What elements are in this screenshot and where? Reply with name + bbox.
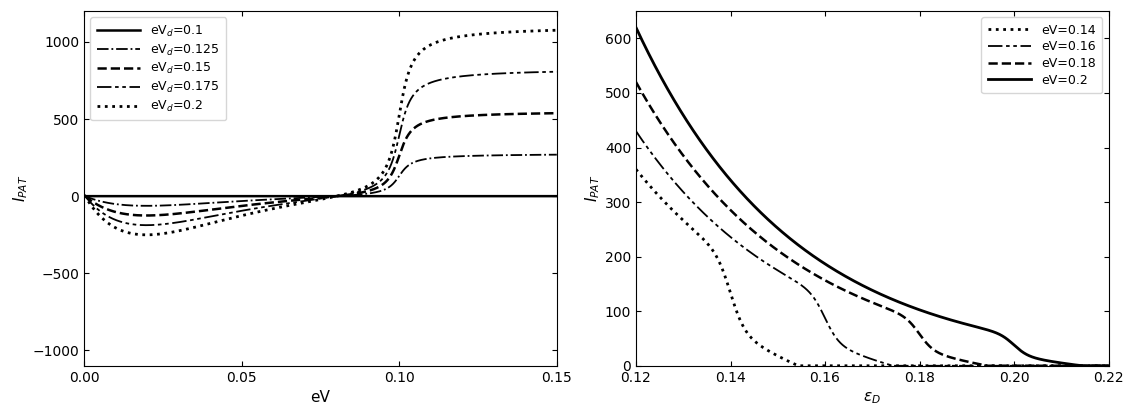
eV$_d$=0.2 [259, 208, 272, 213]
eV$_d$=0.1 [163, 193, 177, 198]
eV=0.14 [791, 363, 805, 368]
eV$_d$=0.15 [77, 193, 91, 198]
eV$_d$=0.1 [430, 193, 444, 198]
eV=0.16 [629, 129, 642, 134]
eV$_d$=0.1 [466, 193, 480, 198]
eV=0.18 [629, 80, 642, 85]
eV=0.14 [810, 363, 824, 368]
eV=0.14 [712, 257, 725, 262]
eV$_d$=0.175 [430, 78, 444, 83]
eV$_d$=0.2 [163, 230, 177, 235]
eV$_d$=0.1 [385, 193, 398, 198]
eV$_d$=0.1 [77, 193, 91, 198]
eV=0.2 [712, 162, 725, 167]
eV=0.14 [831, 363, 844, 368]
eV$_d$=0.125 [385, 183, 398, 188]
eV=0.2 [1093, 363, 1107, 368]
eV=0.16 [886, 363, 900, 368]
Line: eV$_d$=0.175: eV$_d$=0.175 [84, 72, 557, 225]
eV=0.18 [981, 363, 994, 368]
Line: eV$_d$=0.2: eV$_d$=0.2 [84, 30, 557, 235]
Line: eV=0.14: eV=0.14 [636, 169, 1109, 366]
Line: eV=0.2: eV=0.2 [636, 28, 1109, 366]
Line: eV$_d$=0.125: eV$_d$=0.125 [84, 155, 557, 206]
eV=0.14 [629, 167, 642, 172]
eV$_d$=0.175 [466, 73, 480, 78]
eV$_d$=0.175 [550, 69, 564, 74]
eV=0.2 [831, 269, 844, 274]
eV$_d$=0.1 [258, 193, 271, 198]
eV=0.16 [683, 197, 697, 202]
eV$_d$=0.15 [385, 171, 398, 176]
Line: eV=0.18: eV=0.18 [636, 82, 1109, 366]
eV=0.16 [831, 337, 844, 342]
eV=0.18 [712, 195, 725, 200]
eV$_d$=0.175 [259, 204, 272, 209]
eV=0.14 [683, 224, 697, 229]
eV$_d$=0.15 [361, 188, 375, 193]
eV=0.18 [810, 274, 824, 279]
eV$_d$=0.175 [77, 193, 91, 198]
eV$_d$=0.15 [163, 212, 177, 217]
Y-axis label: $I_{PAT}$: $I_{PAT}$ [11, 175, 30, 202]
eV$_d$=0.15 [259, 201, 272, 206]
eV=0.16 [712, 224, 725, 229]
Line: eV=0.16: eV=0.16 [636, 131, 1109, 366]
eV$_d$=0.175 [140, 223, 153, 228]
Legend: eV=0.14, eV=0.16, eV=0.18, eV=0.2: eV=0.14, eV=0.16, eV=0.18, eV=0.2 [982, 18, 1102, 93]
eV=0.2 [629, 25, 642, 30]
eV=0.16 [810, 301, 824, 306]
eV=0.16 [1102, 363, 1116, 368]
eV$_d$=0.175 [361, 186, 375, 191]
eV$_d$=0.125 [361, 191, 375, 196]
eV$_d$=0.125 [163, 203, 177, 208]
eV=0.2 [810, 256, 824, 261]
eV=0.14 [1093, 363, 1107, 368]
eV$_d$=0.2 [77, 193, 91, 198]
eV$_d$=0.2 [466, 33, 480, 38]
Y-axis label: $I_{PAT}$: $I_{PAT}$ [583, 175, 602, 202]
eV$_d$=0.15 [550, 111, 564, 116]
eV$_d$=0.2 [550, 28, 564, 33]
eV=0.2 [683, 123, 697, 128]
eV$_d$=0.125 [550, 152, 564, 157]
eV=0.18 [1102, 363, 1116, 368]
X-axis label: eV: eV [311, 390, 330, 405]
Line: eV$_d$=0.15: eV$_d$=0.15 [84, 113, 557, 216]
eV$_d$=0.15 [140, 213, 153, 218]
eV=0.18 [1093, 363, 1107, 368]
eV=0.2 [1042, 358, 1056, 363]
eV$_d$=0.125 [259, 197, 272, 202]
eV$_d$=0.125 [430, 155, 444, 160]
eV$_d$=0.2 [140, 232, 153, 237]
eV$_d$=0.2 [385, 149, 398, 154]
eV=0.18 [683, 162, 697, 167]
eV$_d$=0.125 [466, 153, 480, 158]
eV=0.16 [1093, 363, 1107, 368]
X-axis label: $\epsilon_D$: $\epsilon_D$ [864, 390, 881, 406]
eV=0.16 [1042, 363, 1056, 368]
eV$_d$=0.2 [361, 183, 375, 188]
eV$_d$=0.15 [466, 113, 480, 118]
eV$_d$=0.175 [163, 221, 177, 226]
eV=0.14 [1102, 363, 1116, 368]
eV=0.18 [1042, 363, 1056, 368]
eV$_d$=0.1 [361, 193, 375, 198]
Legend: eV$_d$=0.1, eV$_d$=0.125, eV$_d$=0.15, eV$_d$=0.175, eV$_d$=0.2: eV$_d$=0.1, eV$_d$=0.125, eV$_d$=0.15, e… [91, 18, 226, 121]
eV$_d$=0.15 [430, 117, 444, 122]
eV=0.18 [831, 284, 844, 289]
eV$_d$=0.125 [140, 203, 153, 208]
eV$_d$=0.1 [550, 193, 564, 198]
eV$_d$=0.175 [385, 160, 398, 165]
eV=0.2 [1075, 363, 1088, 368]
eV=0.14 [1042, 363, 1056, 368]
eV$_d$=0.2 [430, 40, 444, 45]
eV$_d$=0.125 [77, 193, 91, 198]
eV=0.2 [1102, 363, 1116, 368]
